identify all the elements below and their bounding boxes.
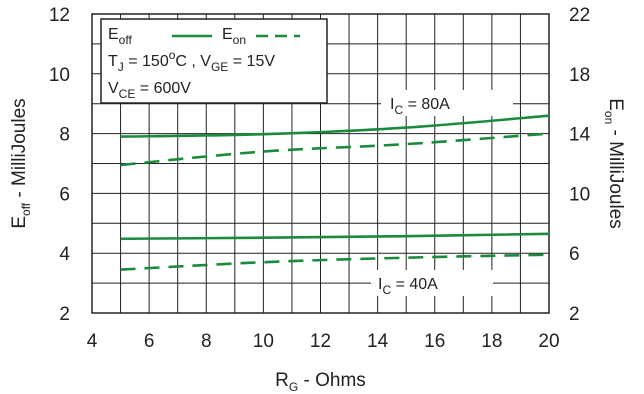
series-line-eoff-ic80a — [120, 114, 550, 138]
y-left-axis-label: Eoff - MilliJoules — [9, 98, 33, 228]
y-right-tick-label: 6 — [569, 244, 580, 265]
legend-label-eoff: Eoff — [108, 26, 132, 47]
legend-label-eon: Eon — [222, 26, 246, 47]
y-right-tick-label: 14 — [569, 125, 591, 146]
y-left-tick-label: 6 — [59, 184, 70, 205]
x-axis-label: RG - Ohms — [275, 370, 366, 394]
series-line-eoff-ic40a — [120, 232, 550, 241]
annotation-bg-80a — [381, 90, 513, 116]
y-right-tick-label: 10 — [569, 184, 590, 205]
x-tick-label: 20 — [538, 331, 559, 352]
y-right-axis-label: Eon - MilliJoules — [602, 98, 626, 229]
x-tick-label: 12 — [310, 331, 331, 352]
annotation-ic-40a: IC = 40A — [378, 276, 438, 297]
x-tick-label: 10 — [253, 331, 274, 352]
x-tick-label: 6 — [144, 331, 155, 352]
annotation-ic-80a: IC = 80A — [390, 96, 450, 117]
x-tick-label: 18 — [481, 331, 502, 352]
series-line-eon-ic80a — [120, 132, 550, 167]
x-tick-label: 16 — [424, 331, 445, 352]
y-left-axis-label-group: Eoff - MilliJoules — [9, 98, 33, 228]
y-right-tick-label: 2 — [569, 304, 580, 325]
legend-conditions-line1: TJ = 150oC , VGE = 15V — [108, 48, 275, 74]
y-left-tick-label: 8 — [59, 125, 70, 146]
y-left-tick-label: 10 — [49, 65, 70, 86]
y-left-tick-label: 2 — [59, 304, 70, 325]
y-right-tick-label: 22 — [569, 5, 590, 26]
series-line-eon-ic40a — [120, 253, 550, 271]
x-tick-label: 4 — [87, 331, 98, 352]
x-tick-label: 8 — [201, 331, 212, 352]
y-right-tick-label: 18 — [569, 65, 590, 86]
annotations: IC = 80A IC = 40A — [371, 90, 513, 297]
annotation-bg-40a — [371, 270, 493, 296]
y-right-axis-label-group: Eon - MilliJoules — [602, 98, 626, 229]
y-left-tick-label: 4 — [59, 244, 70, 265]
legend-conditions-line2: VCE = 600V — [108, 80, 191, 101]
legend-box — [100, 18, 328, 104]
series-layer — [120, 114, 550, 271]
axis-labels: RG - Ohms Eoff - MilliJoules Eon - MilliJo… — [9, 98, 626, 394]
y-left-tick-label: 12 — [49, 5, 70, 26]
x-tick-label: 14 — [367, 331, 389, 352]
